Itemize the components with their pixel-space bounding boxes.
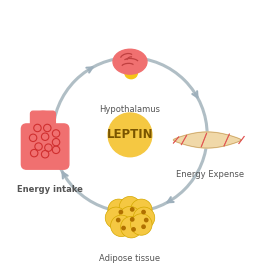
- Circle shape: [119, 210, 122, 214]
- Circle shape: [131, 218, 134, 221]
- Text: Energy Expense: Energy Expense: [176, 170, 244, 179]
- Circle shape: [119, 197, 141, 218]
- Circle shape: [121, 216, 142, 238]
- Ellipse shape: [125, 67, 137, 79]
- Circle shape: [122, 227, 125, 230]
- FancyBboxPatch shape: [21, 124, 69, 169]
- Ellipse shape: [113, 49, 147, 74]
- Circle shape: [108, 113, 152, 157]
- Circle shape: [142, 210, 145, 214]
- Circle shape: [142, 225, 145, 228]
- Circle shape: [131, 208, 134, 211]
- Circle shape: [110, 215, 132, 237]
- Text: Hypothalamus: Hypothalamus: [100, 105, 160, 114]
- Circle shape: [132, 228, 135, 231]
- Text: LEPTIN: LEPTIN: [107, 128, 153, 141]
- Circle shape: [108, 199, 129, 221]
- Circle shape: [105, 207, 127, 228]
- Text: Energy intake: Energy intake: [17, 185, 83, 194]
- Text: Adipose tissue: Adipose tissue: [99, 255, 161, 263]
- FancyBboxPatch shape: [30, 111, 55, 135]
- Circle shape: [131, 199, 152, 221]
- Circle shape: [133, 207, 155, 228]
- Circle shape: [116, 218, 120, 222]
- Circle shape: [145, 218, 148, 222]
- Polygon shape: [173, 132, 241, 148]
- Circle shape: [131, 214, 152, 235]
- Circle shape: [119, 206, 141, 228]
